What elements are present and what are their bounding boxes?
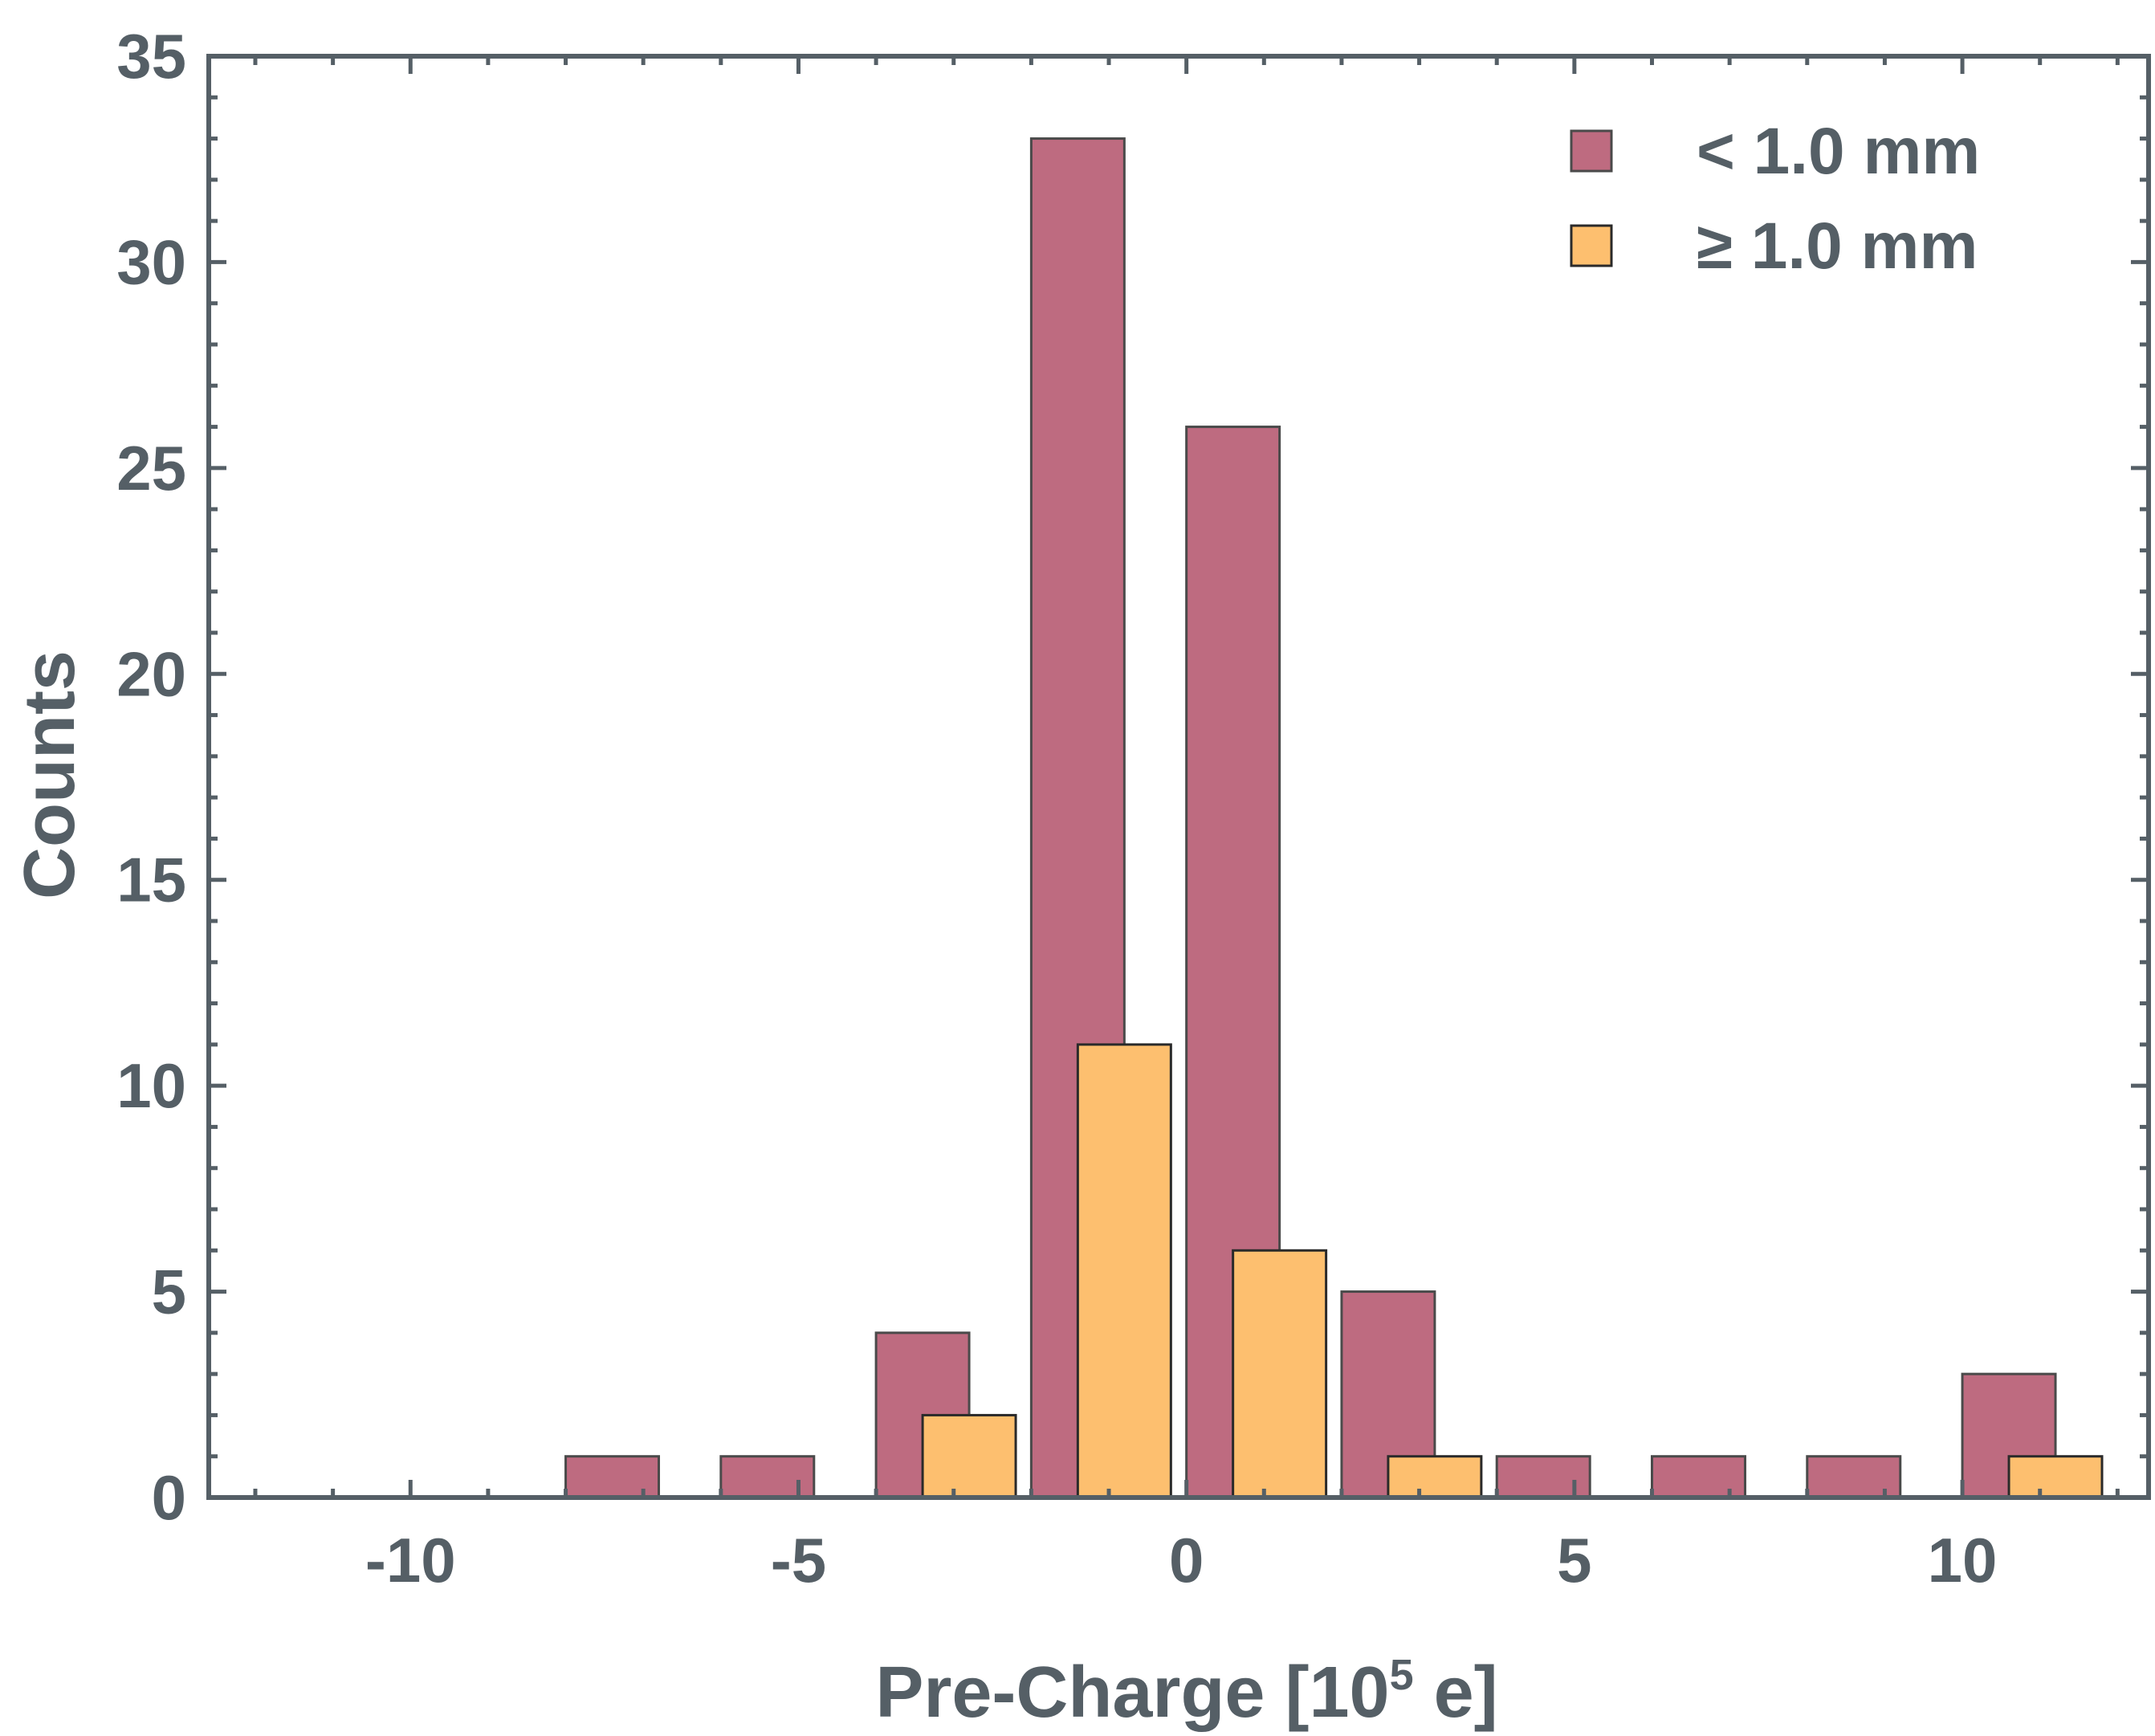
- legend-label-2: ≥ 1.0 mm: [1697, 210, 1978, 283]
- x-axis-title-superscript: 5: [1390, 1651, 1414, 1699]
- legend-label-1: < 1.0 mm: [1697, 115, 1980, 188]
- bars-layer: [564, 137, 2104, 1499]
- bar-series2-2: [1076, 1043, 1172, 1499]
- x-tick-label: 5: [1557, 1525, 1591, 1595]
- y-axis-title: Counts: [10, 650, 90, 899]
- y-tick-label: 0: [152, 1462, 186, 1533]
- y-tick-label: 15: [116, 845, 186, 915]
- bar-series2-4: [1387, 1455, 1483, 1499]
- x-axis-title-main: Pre-Charge [10: [875, 1652, 1389, 1733]
- legend-swatch-2: [1570, 224, 1613, 267]
- x-axis-title-tail: e]: [1414, 1652, 1498, 1733]
- y-tick-label: 30: [116, 226, 186, 297]
- y-tick-label: 10: [116, 1050, 186, 1121]
- tick-labels-layer: -10 -5 0 5 10 0 5 10 15 20 25 30 35: [116, 21, 1997, 1595]
- y-tick-label: 20: [116, 638, 186, 709]
- legend: < 1.0 mm ≥ 1.0 mm: [1570, 115, 1980, 283]
- y-tick-label: 5: [152, 1257, 186, 1327]
- bar-series2-1: [921, 1413, 1017, 1499]
- plot-frame: [206, 54, 2151, 1500]
- x-tick-label: -5: [771, 1525, 826, 1595]
- y-tick-label: 25: [116, 433, 186, 503]
- x-axis-title: Pre-Charge [105 e]: [875, 1651, 1497, 1733]
- y-tick-label: 35: [116, 21, 186, 92]
- x-tick-label: 10: [1928, 1525, 1998, 1595]
- bar-series2-3: [1232, 1249, 1328, 1499]
- bar-series2-5: [2007, 1455, 2104, 1499]
- x-tick-label: 0: [1169, 1525, 1204, 1595]
- legend-swatch-1: [1570, 129, 1613, 173]
- x-tick-label: -10: [365, 1525, 456, 1595]
